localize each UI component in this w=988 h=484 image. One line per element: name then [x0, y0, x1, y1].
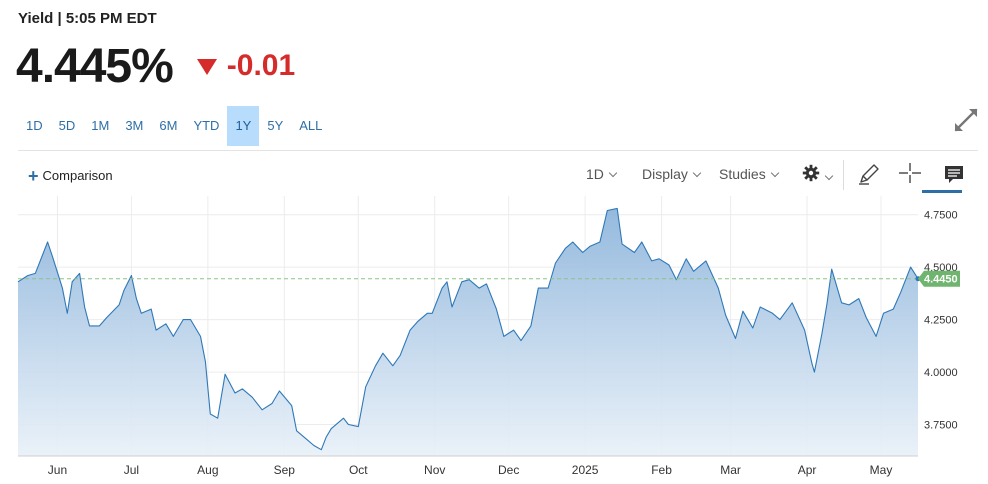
- range-3m[interactable]: 3M: [125, 118, 144, 133]
- comparison-button[interactable]: + Comparison: [28, 165, 113, 186]
- y-tick-label: 4.0000: [924, 367, 958, 379]
- y-tick-label: 3.7500: [924, 420, 958, 432]
- comparison-label: Comparison: [42, 168, 113, 183]
- current-yield: 4.445%: [16, 39, 174, 93]
- range-6m[interactable]: 6M: [159, 118, 178, 133]
- chevron-down-icon: [824, 171, 834, 181]
- chevron-down-icon: [770, 168, 779, 178]
- x-tick-label: 2025: [572, 463, 599, 477]
- studies-label: Studies: [719, 166, 766, 182]
- series-area: [18, 208, 918, 456]
- yield-change: -0.01: [226, 49, 296, 82]
- settings-menu[interactable]: [802, 164, 834, 185]
- series-line: [17, 207, 919, 451]
- range-1m[interactable]: 1M: [91, 118, 110, 133]
- current-value-badge: [918, 270, 960, 287]
- price-row: 4.445% -0.01: [16, 38, 295, 94]
- x-tick-label: Sep: [274, 463, 296, 477]
- x-tick-label: Jul: [124, 463, 139, 477]
- interval-select[interactable]: 1D: [586, 166, 618, 182]
- y-tick-label: 4.2500: [924, 315, 958, 327]
- down-arrow-icon: [196, 59, 217, 75]
- range-all[interactable]: ALL: [299, 118, 323, 133]
- active-tool-indicator: [922, 190, 962, 193]
- display-label: Display: [642, 166, 688, 182]
- crosshair-icon[interactable]: [896, 160, 924, 188]
- comment-icon[interactable]: [940, 160, 968, 188]
- studies-menu[interactable]: Studies: [719, 166, 779, 182]
- x-tick-label: Nov: [424, 463, 445, 477]
- expand-icon[interactable]: [952, 106, 980, 134]
- x-tick-label: Mar: [720, 463, 741, 477]
- range-tabs: 1D 5D 1M 3M 6M YTD 1Y 5Y ALL: [18, 106, 330, 146]
- x-tick-label: Oct: [349, 463, 368, 477]
- chart-toolbar: + Comparison 1D Display Studies: [0, 156, 988, 196]
- chevron-down-icon: [608, 168, 618, 178]
- pencil-icon[interactable]: [855, 160, 883, 188]
- x-tick-label: Jun: [48, 463, 67, 477]
- display-menu[interactable]: Display: [642, 166, 702, 182]
- chevron-down-icon: [692, 168, 702, 178]
- range-1d[interactable]: 1D: [26, 118, 43, 133]
- range-1y[interactable]: 1Y: [227, 106, 260, 146]
- x-tick-label: May: [870, 463, 893, 477]
- x-tick-label: Aug: [197, 463, 218, 477]
- gear-icon: [802, 164, 820, 182]
- y-tick-label: 4.7500: [924, 210, 958, 222]
- plus-icon: +: [28, 165, 39, 186]
- x-tick-label: Feb: [651, 463, 672, 477]
- toolbar-separator: [843, 160, 844, 190]
- current-value-label: 4.4450: [924, 274, 958, 286]
- range-5d[interactable]: 5D: [58, 118, 76, 133]
- x-tick-label: Apr: [798, 463, 817, 477]
- quote-title: Yield | 5:05 PM EDT: [18, 10, 157, 27]
- interval-label: 1D: [586, 166, 604, 182]
- divider: [18, 150, 978, 151]
- range-5y[interactable]: 5Y: [267, 118, 284, 133]
- range-ytd[interactable]: YTD: [193, 118, 220, 133]
- x-tick-label: Dec: [498, 463, 519, 477]
